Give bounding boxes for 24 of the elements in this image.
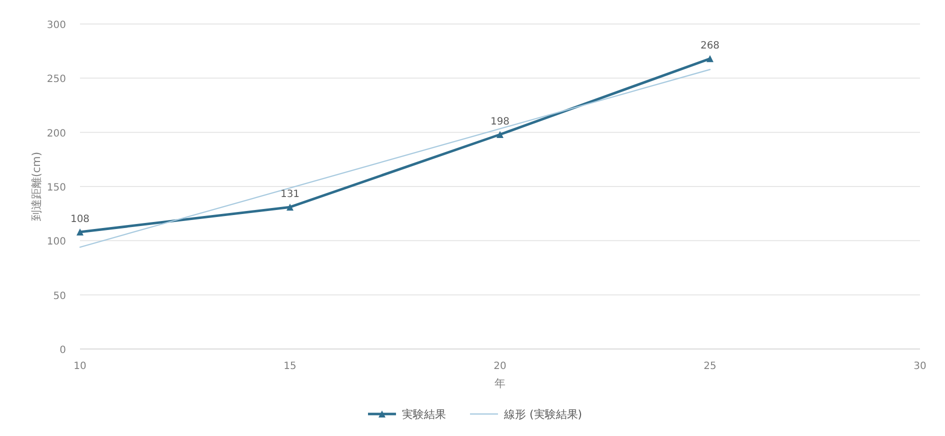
point bbox=[706, 55, 714, 62]
legend-label: 実験結果 bbox=[402, 408, 446, 421]
x-tick-label: 10 bbox=[74, 361, 86, 372]
y-tick-label: 0 bbox=[60, 345, 66, 356]
data-label: 198 bbox=[490, 116, 510, 128]
y-tick-label: 50 bbox=[53, 290, 66, 302]
point bbox=[496, 131, 504, 138]
y-tick-label: 100 bbox=[46, 236, 66, 248]
point bbox=[286, 204, 294, 211]
legend-label: 線形 (実験結果) bbox=[503, 408, 582, 421]
y-tick-label: 150 bbox=[46, 182, 66, 194]
x-tick-label: 30 bbox=[914, 361, 926, 372]
point bbox=[76, 228, 84, 236]
data-label: 131 bbox=[280, 189, 300, 200]
y-tick-label: 200 bbox=[46, 128, 66, 140]
x-tick-label: 25 bbox=[704, 361, 716, 372]
x-tick-label: 15 bbox=[284, 361, 296, 372]
data-label: 268 bbox=[700, 40, 720, 52]
y-tick-label: 250 bbox=[46, 74, 66, 86]
y-tick-label: 300 bbox=[46, 20, 66, 31]
y-axis-title: 到達距離(cm) bbox=[30, 152, 43, 222]
x-axis-title: 年 bbox=[494, 377, 506, 390]
x-tick-label: 20 bbox=[494, 361, 506, 372]
data-label: 108 bbox=[70, 214, 90, 225]
